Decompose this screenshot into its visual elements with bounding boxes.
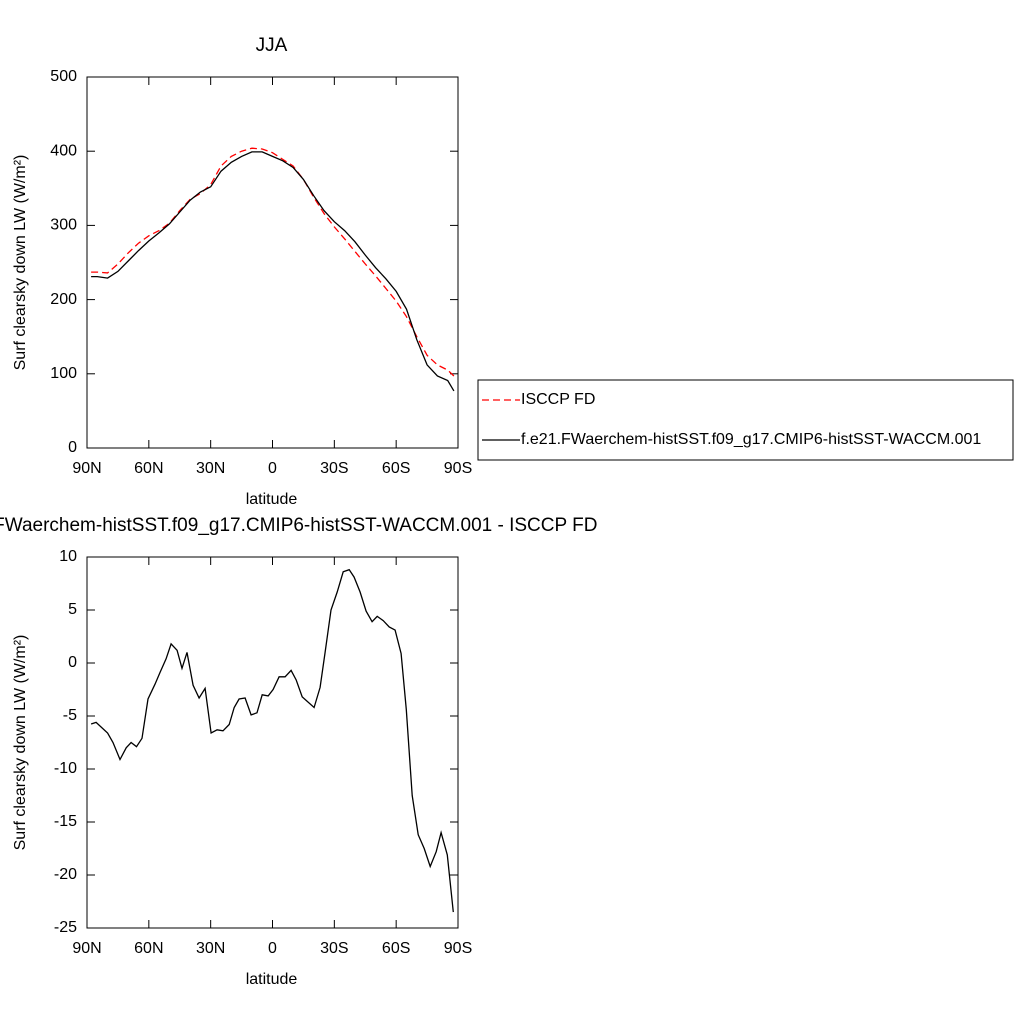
plot-frame [86, 556, 459, 929]
x-tick-label: 30S [320, 940, 348, 957]
y-axis-label: Surf clearsky down LW (W/m²) [12, 155, 29, 371]
x-axis-label: latitude [246, 971, 298, 988]
y-tick-label: 500 [50, 68, 77, 85]
y-tick-label: 300 [50, 217, 77, 234]
y-tick-label: 100 [50, 365, 77, 382]
legend-label: f.e21.FWaerchem-histSST.f09_g17.CMIP6-hi… [521, 431, 981, 448]
x-tick-label: 30N [196, 460, 225, 477]
y-tick-label: 5 [68, 601, 77, 618]
x-tick-label: 30S [320, 460, 348, 477]
y-tick-label: -10 [54, 760, 77, 777]
y-tick-label: -15 [54, 813, 77, 830]
legend-box [477, 379, 1014, 461]
x-tick-label: 90S [444, 940, 472, 957]
y-tick-label: -25 [54, 919, 77, 936]
y-tick-label: 0 [68, 654, 77, 671]
x-tick-label: 60S [382, 460, 410, 477]
chart-title: JJA [256, 35, 288, 56]
y-tick-label: 0 [68, 439, 77, 456]
y-tick-label: 200 [50, 291, 77, 308]
y-axis-label: Surf clearsky down LW (W/m²) [12, 635, 29, 851]
x-tick-label: 0 [268, 460, 277, 477]
plot-frame [86, 76, 459, 449]
x-tick-label: 90S [444, 460, 472, 477]
legend-label: ISCCP FD [521, 391, 595, 408]
chart-title: f.e21.FWaerchem-histSST.f09_g17.CMIP6-hi… [0, 515, 597, 536]
data-line [91, 151, 455, 392]
y-tick-label: 10 [59, 548, 77, 565]
x-tick-label: 90N [72, 460, 101, 477]
data-line [90, 568, 454, 913]
x-tick-label: 60N [134, 940, 163, 957]
y-tick-label: -5 [63, 707, 77, 724]
x-tick-label: 30N [196, 940, 225, 957]
x-tick-label: 60S [382, 940, 410, 957]
x-tick-label: 60N [134, 460, 163, 477]
y-tick-label: -20 [54, 866, 77, 883]
x-tick-label: 90N [72, 940, 101, 957]
x-axis-label: latitude [246, 491, 298, 508]
y-tick-label: 400 [50, 142, 77, 159]
x-tick-label: 0 [268, 940, 277, 957]
data-line [91, 147, 455, 377]
